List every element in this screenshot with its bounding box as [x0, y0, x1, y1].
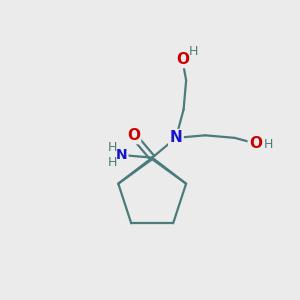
Text: N: N: [116, 148, 127, 162]
Text: O: O: [127, 128, 140, 143]
Text: H: H: [107, 141, 117, 154]
Text: H: H: [188, 45, 198, 58]
Text: H: H: [263, 139, 273, 152]
Text: N: N: [169, 130, 182, 146]
Text: O: O: [176, 52, 189, 67]
Text: O: O: [249, 136, 262, 151]
Text: H: H: [107, 156, 117, 169]
